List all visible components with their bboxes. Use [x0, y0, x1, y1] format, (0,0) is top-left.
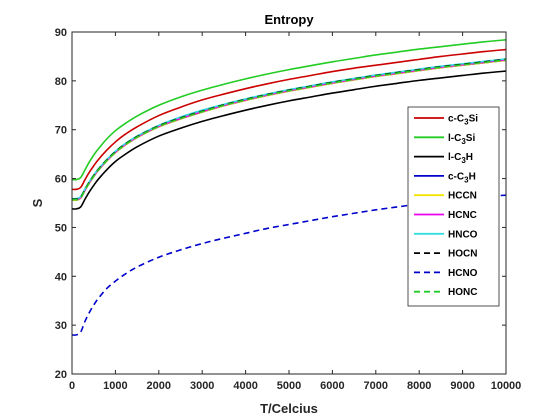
x-tick-label: 4000	[233, 380, 257, 392]
series-line-honc	[71, 59, 507, 201]
x-tick-label: 1000	[103, 380, 127, 392]
x-tick-label: 10000	[491, 380, 522, 392]
legend-label-hccn: HCCN	[448, 191, 477, 202]
x-tick-label: 0	[69, 380, 75, 392]
series-line-c-c3si	[71, 48, 507, 191]
x-tick-label: 8000	[407, 380, 431, 392]
y-tick-label: 60	[55, 174, 67, 186]
y-axis-title: S	[30, 198, 45, 207]
legend-label-l-c3si: l-C3Si	[448, 133, 475, 146]
x-tick-label: 3000	[190, 380, 214, 392]
x-tick-label: 9000	[450, 380, 474, 392]
x-tick-label: 6000	[320, 380, 344, 392]
y-tick-label: 20	[55, 369, 67, 381]
legend-label-hcnc: HCNC	[448, 210, 477, 221]
y-tick-label: 80	[55, 76, 67, 88]
legend-label-c-c3si: c-C3Si	[448, 114, 478, 127]
series-line-hcno	[71, 194, 507, 336]
x-tick-label: 7000	[364, 380, 388, 392]
series-group	[71, 39, 507, 336]
y-tick-label: 50	[55, 222, 67, 234]
x-tick-label: 2000	[147, 380, 171, 392]
y-tick-label: 30	[55, 320, 67, 332]
legend-label-honc: HONC	[448, 287, 477, 298]
legend-label-hnco: HNCO	[448, 229, 478, 240]
legend-box	[407, 106, 500, 307]
y-tick-label: 70	[55, 125, 67, 137]
legend: c-C3Si l-C3Si l-C3H c-C3H HCCN HCNC HNCO HOCN HC…	[407, 106, 500, 307]
x-axis-title: T/Celcius	[260, 401, 318, 416]
x-tick-label: 5000	[277, 380, 301, 392]
legend-label-hcno: HCNO	[448, 268, 478, 279]
series-line-l-c3si	[71, 39, 507, 181]
axes-group: 0 1000 2000 3000 4000 5000 6000 7000 8000 9000 100…	[55, 27, 522, 392]
legend-label-c-c3h: c-C3H	[448, 171, 476, 184]
legend-label-hocn: HOCN	[448, 249, 477, 260]
chart-title: Entropy	[264, 12, 314, 27]
series-line-l-c3h	[71, 70, 507, 210]
legend-label-l-c3h: l-C3H	[448, 152, 473, 165]
y-tick-label: 90	[55, 27, 67, 39]
y-tick-label: 40	[55, 271, 67, 283]
